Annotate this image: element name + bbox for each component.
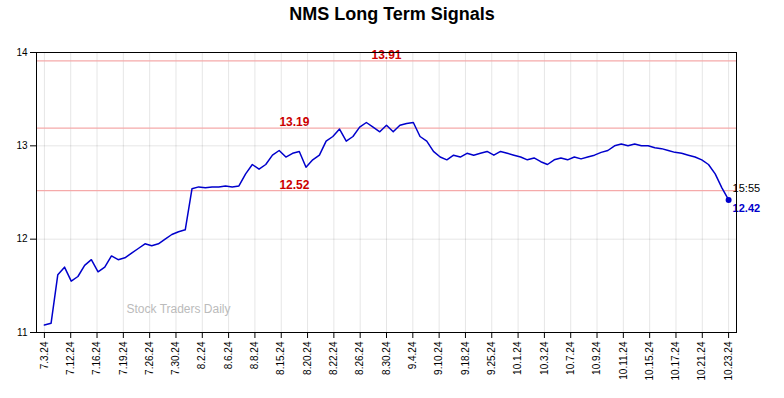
svg-text:8.22.24: 8.22.24 [328,341,339,375]
svg-text:10.7.24: 10.7.24 [565,341,576,375]
svg-text:9.25.24: 9.25.24 [486,341,497,375]
svg-text:12.52: 12.52 [279,178,309,192]
svg-text:8.30.24: 8.30.24 [381,341,392,375]
html-text:NMS Long Term Signals: NMS Long Term Signals [289,4,495,24]
svg-text:7.12.24: 7.12.24 [65,341,76,375]
svg-text:10.15.24: 10.15.24 [644,341,655,380]
svg-text:7.16.24: 7.16.24 [91,341,102,375]
svg-text:8.15.24: 8.15.24 [275,341,286,375]
svg-text:13: 13 [16,140,28,151]
svg-text:8.2.24: 8.2.24 [196,341,207,369]
svg-text:8.8.24: 8.8.24 [249,341,260,369]
svg-text:8.20.24: 8.20.24 [302,341,313,375]
svg-text:10.23.24: 10.23.24 [723,341,734,380]
svg-text:9.4.24: 9.4.24 [407,341,418,369]
svg-text:7.3.24: 7.3.24 [39,341,50,369]
svg-text:15:55: 15:55 [732,182,761,194]
svg-text:8.6.24: 8.6.24 [223,341,234,369]
svg-text:10.1.24: 10.1.24 [512,341,523,375]
svg-text:10.21.24: 10.21.24 [696,341,707,380]
svg-text:10.3.24: 10.3.24 [539,341,550,375]
svg-text:9.18.24: 9.18.24 [460,341,471,375]
svg-text:12.42: 12.42 [732,201,761,214]
svg-text:10.9.24: 10.9.24 [591,341,602,375]
svg-text:Stock Traders Daily: Stock Traders Daily [127,302,231,316]
svg-text:7.26.24: 7.26.24 [144,341,155,375]
svg-text:10.11.24: 10.11.24 [618,341,629,380]
svg-text:11: 11 [17,327,28,338]
svg-text:9.10.24: 9.10.24 [433,341,444,375]
svg-text:12: 12 [16,233,28,244]
svg-text:7.30.24: 7.30.24 [170,341,181,375]
svg-text:8.26.24: 8.26.24 [354,341,365,375]
svg-text:14: 14 [16,47,28,58]
svg-text:13.19: 13.19 [279,115,309,129]
svg-text:7.19.24: 7.19.24 [118,341,129,375]
svg-text:13.91: 13.91 [371,48,401,62]
svg-text:10.17.24: 10.17.24 [670,341,681,380]
